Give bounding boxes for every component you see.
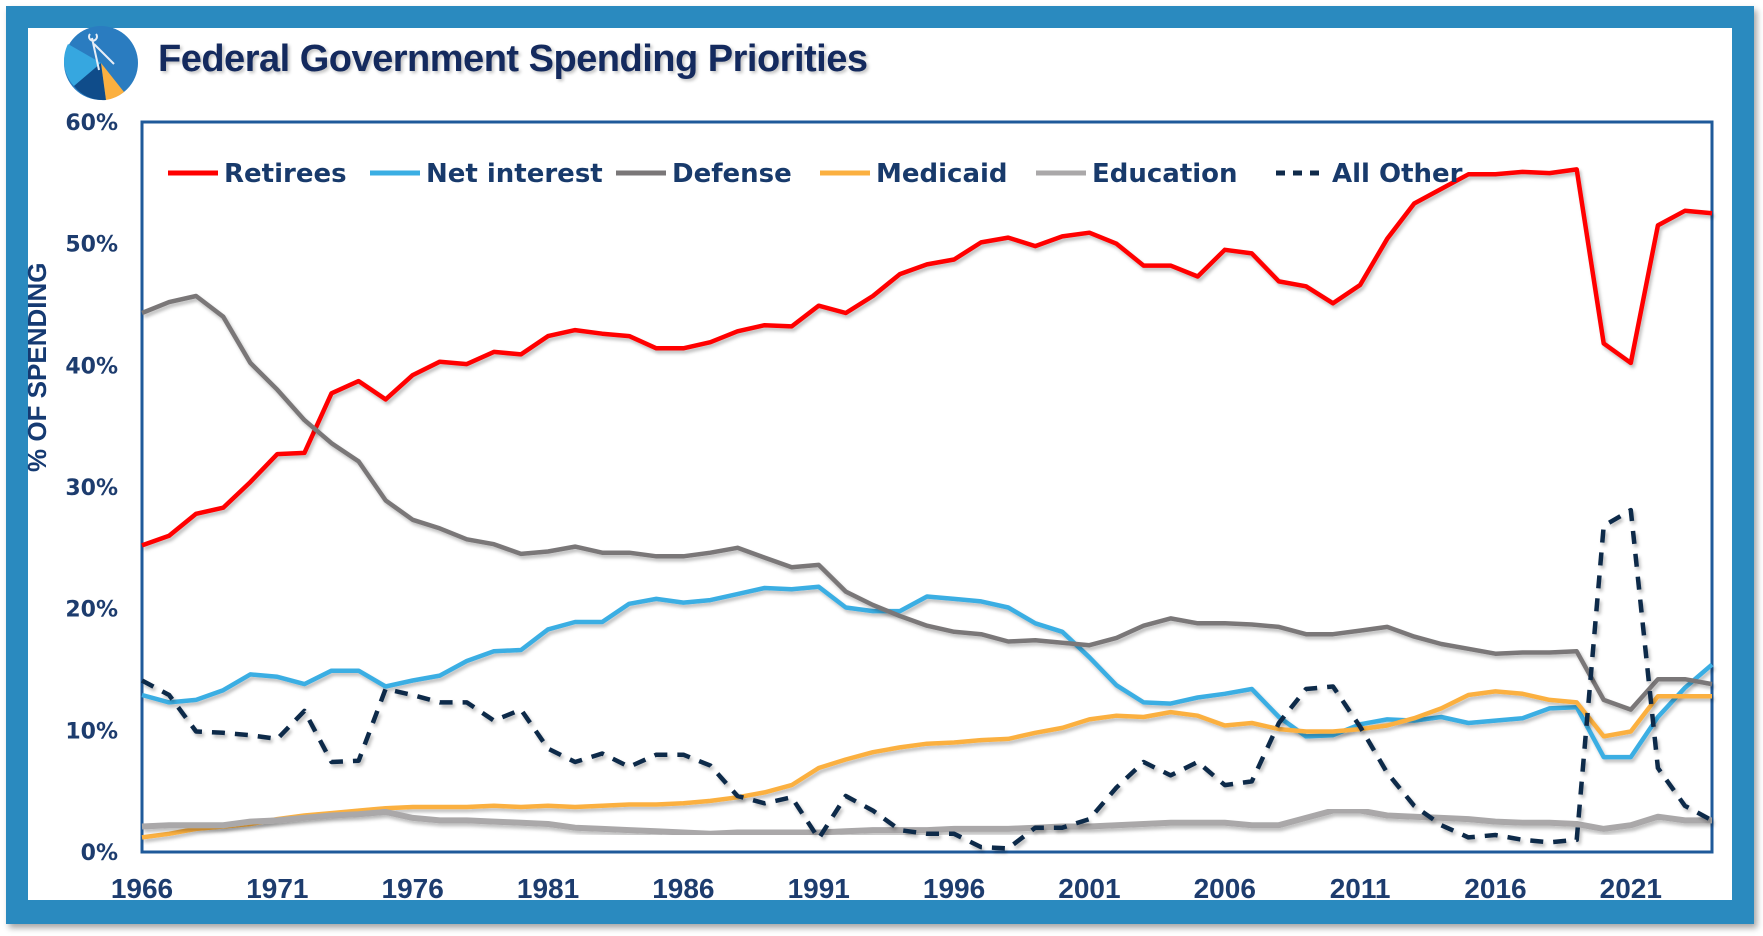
series-line-retirees — [141, 167, 1713, 548]
x-tick-label: 1991 — [788, 873, 850, 904]
x-tick-label: 2001 — [1058, 873, 1120, 904]
x-tick-label: 1971 — [246, 873, 308, 904]
x-tick-label: 1966 — [111, 873, 173, 904]
series-line-medicaid — [141, 689, 1712, 840]
compass-pie-logo-icon — [64, 26, 138, 101]
y-tick-label: 20% — [65, 598, 118, 623]
y-tick-label: 40% — [65, 354, 118, 379]
y-tick-label: 0% — [81, 841, 118, 866]
x-tick-label: 1996 — [923, 873, 985, 904]
x-tick-label: 2016 — [1464, 873, 1526, 904]
series-line-net-interest — [141, 584, 1714, 760]
legend-label-retirees: Retirees — [224, 159, 347, 189]
series-line-defense — [141, 293, 1713, 712]
legend-label-education: Education — [1092, 159, 1238, 189]
legend-label-all-other: All Other — [1332, 159, 1463, 189]
legend-label-defense: Defense — [672, 159, 792, 189]
series-line-all-other — [140, 507, 1714, 851]
x-tick-label: 1986 — [652, 873, 714, 904]
series-line-education — [141, 807, 1712, 837]
x-tick-label: 1976 — [382, 873, 444, 904]
plot-area-border — [140, 120, 1714, 854]
y-tick-label: 60% — [65, 111, 118, 136]
page-title: Federal Government Spending Priorities — [158, 38, 868, 80]
x-tick-label: 1981 — [517, 873, 579, 904]
legend-label-medicaid: Medicaid — [876, 159, 1008, 189]
y-tick-label: 30% — [65, 476, 118, 501]
x-tick-label: 2021 — [1600, 873, 1662, 904]
y-tick-label: 50% — [65, 233, 118, 258]
y-tick-label: 10% — [65, 719, 118, 744]
legend-label-net-interest: Net interest — [426, 159, 603, 189]
chart-panel — [28, 28, 1732, 900]
x-tick-label: 2011 — [1330, 873, 1391, 904]
x-tick-label: 2006 — [1194, 873, 1256, 904]
chart-frame — [6, 6, 1754, 924]
